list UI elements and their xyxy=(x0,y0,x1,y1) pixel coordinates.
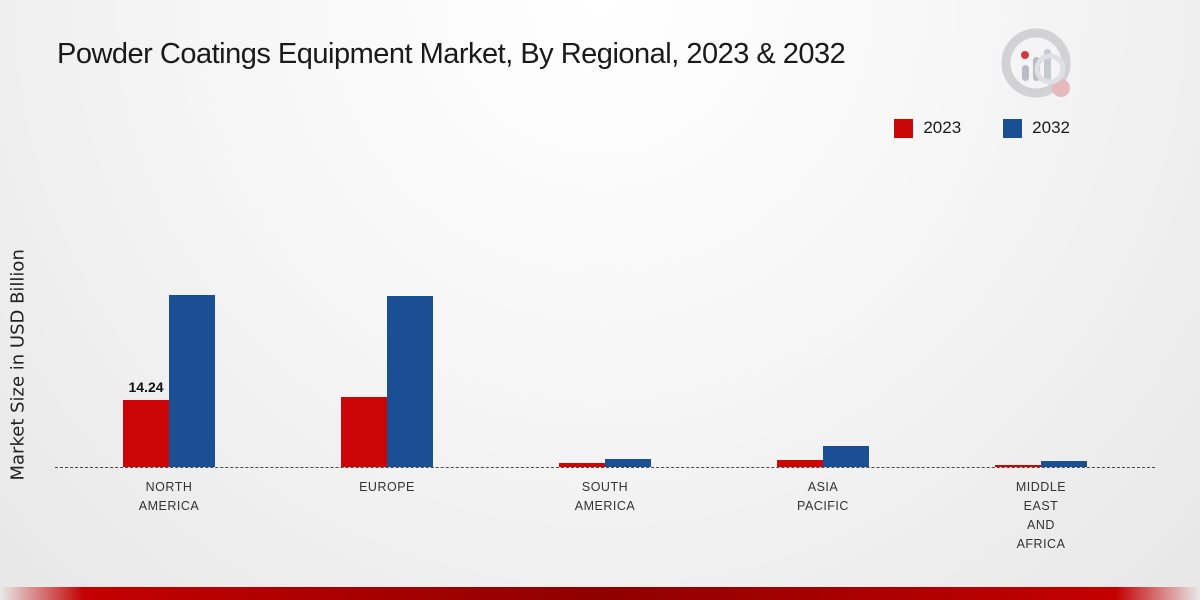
legend-item-2032: 2032 xyxy=(1003,118,1070,138)
bar-2032-north-america xyxy=(169,295,215,467)
legend-item-2023: 2023 xyxy=(894,118,961,138)
footer-accent-bar xyxy=(0,587,1200,600)
bar-groups: 14.24 xyxy=(60,147,1150,467)
bar-2023-europe xyxy=(341,397,387,467)
bar-2023-south-america xyxy=(559,463,605,467)
category-label-3: ASIA PACIFIC xyxy=(797,480,849,513)
bar-2032-middle-east-and-africa xyxy=(1041,461,1087,467)
bar-2023-north-america: 14.24 xyxy=(123,379,169,467)
bar-2032-europe xyxy=(387,296,433,467)
brand-logo-icon xyxy=(1001,28,1071,98)
category-label-0: NORTH AMERICA xyxy=(138,480,200,513)
legend-label: 2032 xyxy=(1032,118,1070,137)
bar-2032-asia-pacific xyxy=(823,446,869,467)
legend-swatch-icon xyxy=(894,118,914,138)
bar-2023-middle-east-and-africa xyxy=(995,465,1041,467)
bar-group-0: 14.24 xyxy=(60,147,278,467)
y-axis-label: Market Size in USD Billion xyxy=(7,249,29,481)
category-label-1: EUROPE xyxy=(359,480,415,494)
legend-label: 2023 xyxy=(923,118,962,137)
legend: 2023 2032 xyxy=(894,118,1070,138)
category-labels: NORTH AMERICA EUROPE SOUTH AMERICA ASIA PAC… xyxy=(60,478,1150,554)
chart-title: Powder Coatings Equipment Market, By Reg… xyxy=(57,38,846,70)
bar-group-4 xyxy=(932,147,1150,467)
bar-value-label: 14.24 xyxy=(128,379,164,395)
bar-group-1 xyxy=(278,147,496,467)
bar-group-2 xyxy=(496,147,714,467)
x-axis-baseline xyxy=(55,467,1155,468)
legend-swatch-icon xyxy=(1003,118,1023,138)
category-label-2: SOUTH AMERICA xyxy=(574,480,636,513)
bar-2023-asia-pacific xyxy=(777,460,823,467)
category-label-4: MIDDLE EAST AND AFRICA xyxy=(1015,480,1067,551)
bar-group-3 xyxy=(714,147,932,467)
bar-2032-south-america xyxy=(605,459,651,467)
